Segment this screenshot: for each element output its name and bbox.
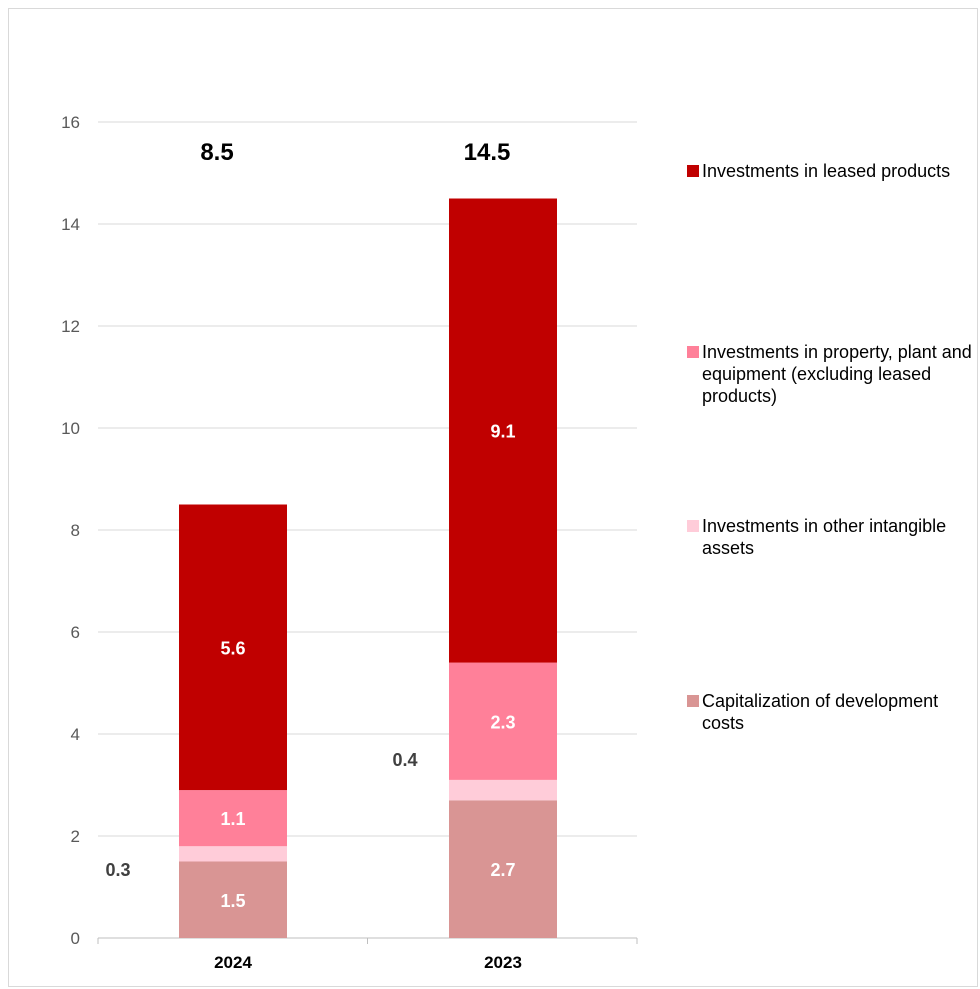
bar-segment (449, 800, 557, 938)
y-tick-label: 8 (71, 521, 80, 540)
bar-segment (179, 861, 287, 938)
y-tick-label: 2 (71, 827, 80, 846)
y-tick-label: 6 (71, 623, 80, 642)
legend-swatch (687, 695, 699, 707)
y-tick-label: 12 (61, 317, 80, 336)
legend-label: Investments in other intangible assets (702, 516, 947, 558)
data-label: 0.4 (392, 750, 417, 770)
data-label: 9.1 (490, 422, 515, 442)
data-label: 2.3 (490, 712, 515, 732)
data-label: 5.6 (220, 638, 245, 658)
bar-segment (179, 846, 287, 862)
x-category-label: 2023 (484, 953, 522, 972)
legend-item: Investments in leased products (687, 160, 977, 182)
legend-item: Investments in property, plant and equip… (687, 341, 977, 407)
x-category-label: 2024 (214, 953, 252, 972)
y-tick-label: 16 (61, 113, 80, 132)
data-label: 1.5 (220, 891, 245, 911)
y-tick-label: 4 (71, 725, 80, 744)
legend-swatch (687, 346, 699, 358)
legend-item: Investments in other intangible assets (687, 515, 977, 559)
bar-segment (179, 790, 287, 847)
bar-segment (449, 662, 557, 780)
legend-label: Capitalization of development costs (702, 691, 939, 733)
legend-swatch (687, 165, 699, 177)
legend-label: Investments in leased products (702, 161, 951, 181)
y-tick-label: 0 (71, 929, 80, 948)
data-label: 1.1 (220, 809, 245, 829)
legend-swatch (687, 520, 699, 532)
data-label: 2.7 (490, 860, 515, 880)
total-label: 14.5 (464, 139, 511, 166)
y-tick-label: 10 (61, 419, 80, 438)
bar-segment (179, 504, 287, 791)
legend-label: Investments in property, plant and equip… (702, 342, 972, 406)
data-label: 0.3 (105, 860, 130, 880)
bar-segment (449, 779, 557, 801)
total-label: 8.5 (200, 139, 233, 166)
bar-segment (449, 198, 557, 663)
y-tick-label: 14 (61, 215, 80, 234)
legend-item: Capitalization of development costs (687, 690, 977, 734)
